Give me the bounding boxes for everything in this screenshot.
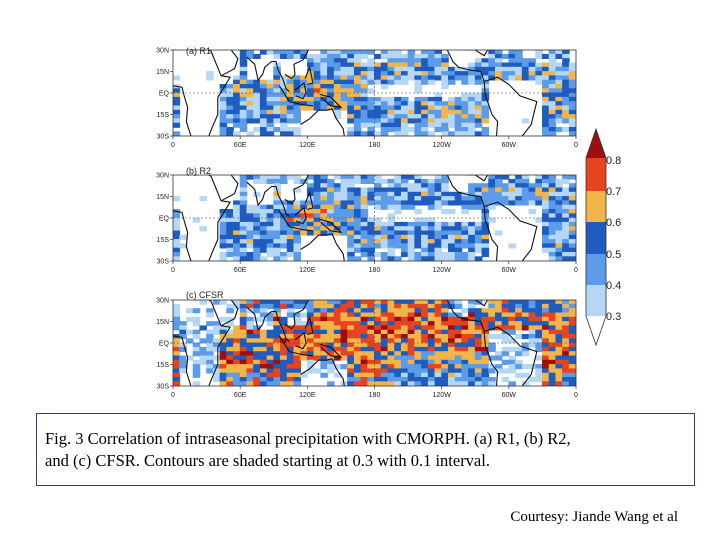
colorbar-segment <box>586 254 606 285</box>
panel-c: (c) CFSR 0 60E 120E 180 120W 60W 0 30N 15N EQ 15S 3… <box>156 290 578 399</box>
x-tick-label: 120W <box>433 392 452 399</box>
panel-b-coast <box>173 175 576 261</box>
x-tick-label: 0 <box>574 142 578 149</box>
colorbar: 0.8 0.7 0.6 0.5 0.4 0.3 <box>585 127 621 347</box>
correlation-figure: (a) R1 0 60E 120E 180 120W 60W 0 30N 15N EQ 15S 30S… <box>156 46 621 399</box>
x-tick-label: 180 <box>369 392 381 399</box>
caption-line-2: and (c) CFSR. Contours are shaded starti… <box>45 451 490 470</box>
panel-c-coast <box>173 300 576 386</box>
colorbar-label: 0.6 <box>606 217 621 229</box>
x-tick-label: 60E <box>234 392 247 399</box>
y-tick-label: 15N <box>156 194 169 201</box>
x-tick-label: 60W <box>502 392 517 399</box>
colorbar-label: 0.4 <box>606 280 621 292</box>
x-tick-label: 120W <box>433 267 452 274</box>
colorbar-outline <box>585 127 607 347</box>
panel-b: (b) R2 0 60E 120E 180 120W 60W 0 30N 15N EQ 15S 30S <box>156 166 578 274</box>
colorbar-segment <box>586 158 606 191</box>
y-tick-label: EQ <box>159 91 170 98</box>
panel-b-field <box>173 175 576 261</box>
x-tick-label: 0 <box>171 267 175 274</box>
panel-b-label: (b) R2 <box>186 166 211 176</box>
credit-text: Courtesy: Jiande Wang et al <box>510 509 678 525</box>
panel-a-label: (a) R1 <box>186 46 211 56</box>
x-tick-label: 120E <box>299 142 316 149</box>
x-tick-label: 120E <box>299 392 316 399</box>
y-tick-label: 30N <box>156 48 169 55</box>
colorbar-label: 0.8 <box>606 155 621 167</box>
y-tick-label: 15S <box>157 112 170 119</box>
x-tick-label: 0 <box>574 267 578 274</box>
panel-a-axes: 0 60E 120E 180 120W 60W 0 30N 15N EQ 15S 30S <box>156 48 578 150</box>
panel-c-axes: 0 60E 120E 180 120W 60W 0 30N 15N EQ 15S 30S <box>156 298 578 400</box>
x-tick-label: 60E <box>234 142 247 149</box>
y-tick-label: 15N <box>156 69 169 76</box>
x-tick-label: 0 <box>171 142 175 149</box>
y-tick-label: 15N <box>156 319 169 326</box>
x-tick-label: 0 <box>574 392 578 399</box>
y-tick-label: 30N <box>156 298 169 305</box>
panel-a-field <box>173 50 576 136</box>
panel-c-label: (c) CFSR <box>186 290 224 300</box>
y-tick-label: 30S <box>157 259 170 266</box>
colorbar-label: 0.5 <box>606 249 621 261</box>
caption-line-1: Fig. 3 Correlation of intraseasonal prec… <box>45 429 571 448</box>
caption-box: Fig. 3 Correlation of intraseasonal prec… <box>36 413 695 486</box>
colorbar-top-triangle <box>586 129 606 158</box>
x-tick-label: 60E <box>234 267 247 274</box>
y-tick-label: 30S <box>157 134 170 141</box>
x-tick-label: 180 <box>369 267 381 274</box>
y-tick-label: 15S <box>157 362 170 369</box>
panel-a-coast <box>173 50 576 136</box>
y-tick-label: EQ <box>159 216 170 223</box>
colorbar-segment <box>586 191 606 222</box>
x-tick-label: 60W <box>502 267 517 274</box>
colorbar-label: 0.7 <box>606 186 621 198</box>
x-tick-label: 180 <box>369 142 381 149</box>
y-tick-label: 15S <box>157 237 170 244</box>
panel-a: (a) R1 0 60E 120E 180 120W 60W 0 30N 15N EQ 15S 30S <box>156 46 578 149</box>
x-tick-label: 120W <box>433 142 452 149</box>
colorbar-bottom-triangle <box>586 316 606 345</box>
colorbar-label: 0.3 <box>606 311 621 323</box>
colorbar-segment <box>586 222 606 254</box>
colorbar-segment <box>586 285 606 316</box>
x-tick-label: 60W <box>502 142 517 149</box>
x-tick-label: 120E <box>299 267 316 274</box>
y-tick-label: 30S <box>157 384 170 391</box>
x-tick-label: 0 <box>171 392 175 399</box>
y-tick-label: EQ <box>159 341 170 348</box>
y-tick-label: 30N <box>156 173 169 180</box>
panel-b-axes: 0 60E 120E 180 120W 60W 0 30N 15N EQ 15S 30S <box>156 173 578 275</box>
